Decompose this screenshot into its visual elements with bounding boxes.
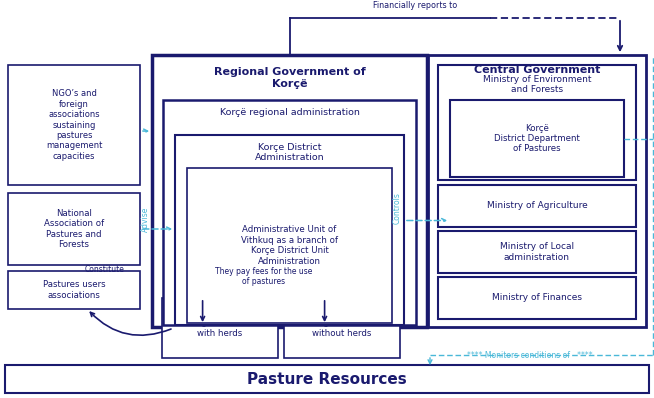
- Text: Korçë regional administration: Korçë regional administration: [220, 108, 360, 117]
- Text: Rightholders
without herds: Rightholders without herds: [313, 318, 371, 338]
- FancyBboxPatch shape: [187, 168, 392, 323]
- FancyBboxPatch shape: [8, 271, 140, 309]
- FancyBboxPatch shape: [438, 65, 636, 180]
- Text: **** Monitors conditions of   ****: **** Monitors conditions of ****: [467, 351, 593, 359]
- Text: They pay fees for the use
of pastures: They pay fees for the use of pastures: [215, 267, 313, 286]
- FancyBboxPatch shape: [428, 55, 646, 327]
- FancyBboxPatch shape: [438, 185, 636, 227]
- Text: Central Government: Central Government: [473, 65, 600, 75]
- Text: Financially reports to: Financially reports to: [373, 1, 457, 10]
- FancyBboxPatch shape: [8, 193, 140, 265]
- Text: Ministry of Finances: Ministry of Finances: [492, 293, 582, 302]
- FancyBboxPatch shape: [284, 298, 400, 358]
- Text: Pasture Resources: Pasture Resources: [247, 371, 407, 386]
- Text: National
Association of
Pastures and
Forests: National Association of Pastures and For…: [44, 209, 104, 249]
- Text: Ministry of Local
administration: Ministry of Local administration: [500, 242, 574, 262]
- Text: Controls: Controls: [392, 193, 402, 224]
- Text: NGO’s and
foreign
associations
sustaining
pastures
management
capacities: NGO’s and foreign associations sustainin…: [46, 89, 102, 161]
- Text: Advise: Advise: [141, 206, 150, 232]
- Text: Korçë
District Department
of Pastures: Korçë District Department of Pastures: [494, 124, 580, 153]
- Text: Rightholders
with herds: Rightholders with herds: [193, 318, 247, 338]
- Text: Administrative Unit of
Vithkuq as a branch of
Korçe District Unit
Administration: Administrative Unit of Vithkuq as a bran…: [241, 225, 338, 265]
- FancyBboxPatch shape: [438, 231, 636, 273]
- Text: Ministry of Agriculture: Ministry of Agriculture: [487, 201, 587, 211]
- FancyBboxPatch shape: [438, 277, 636, 319]
- FancyBboxPatch shape: [8, 65, 140, 185]
- FancyBboxPatch shape: [175, 135, 404, 325]
- FancyBboxPatch shape: [450, 100, 624, 177]
- FancyBboxPatch shape: [152, 55, 427, 327]
- FancyBboxPatch shape: [162, 298, 278, 358]
- Text: Korçe District
Administration: Korçe District Administration: [254, 143, 324, 162]
- Text: Constitute: Constitute: [85, 265, 125, 275]
- Text: Pastures users
associations: Pastures users associations: [43, 280, 105, 300]
- FancyBboxPatch shape: [5, 365, 649, 393]
- FancyBboxPatch shape: [163, 100, 416, 325]
- Text: Regional Government of
Korçë: Regional Government of Korçë: [214, 67, 366, 88]
- Text: Ministry of Environment
and Forests: Ministry of Environment and Forests: [483, 75, 591, 94]
